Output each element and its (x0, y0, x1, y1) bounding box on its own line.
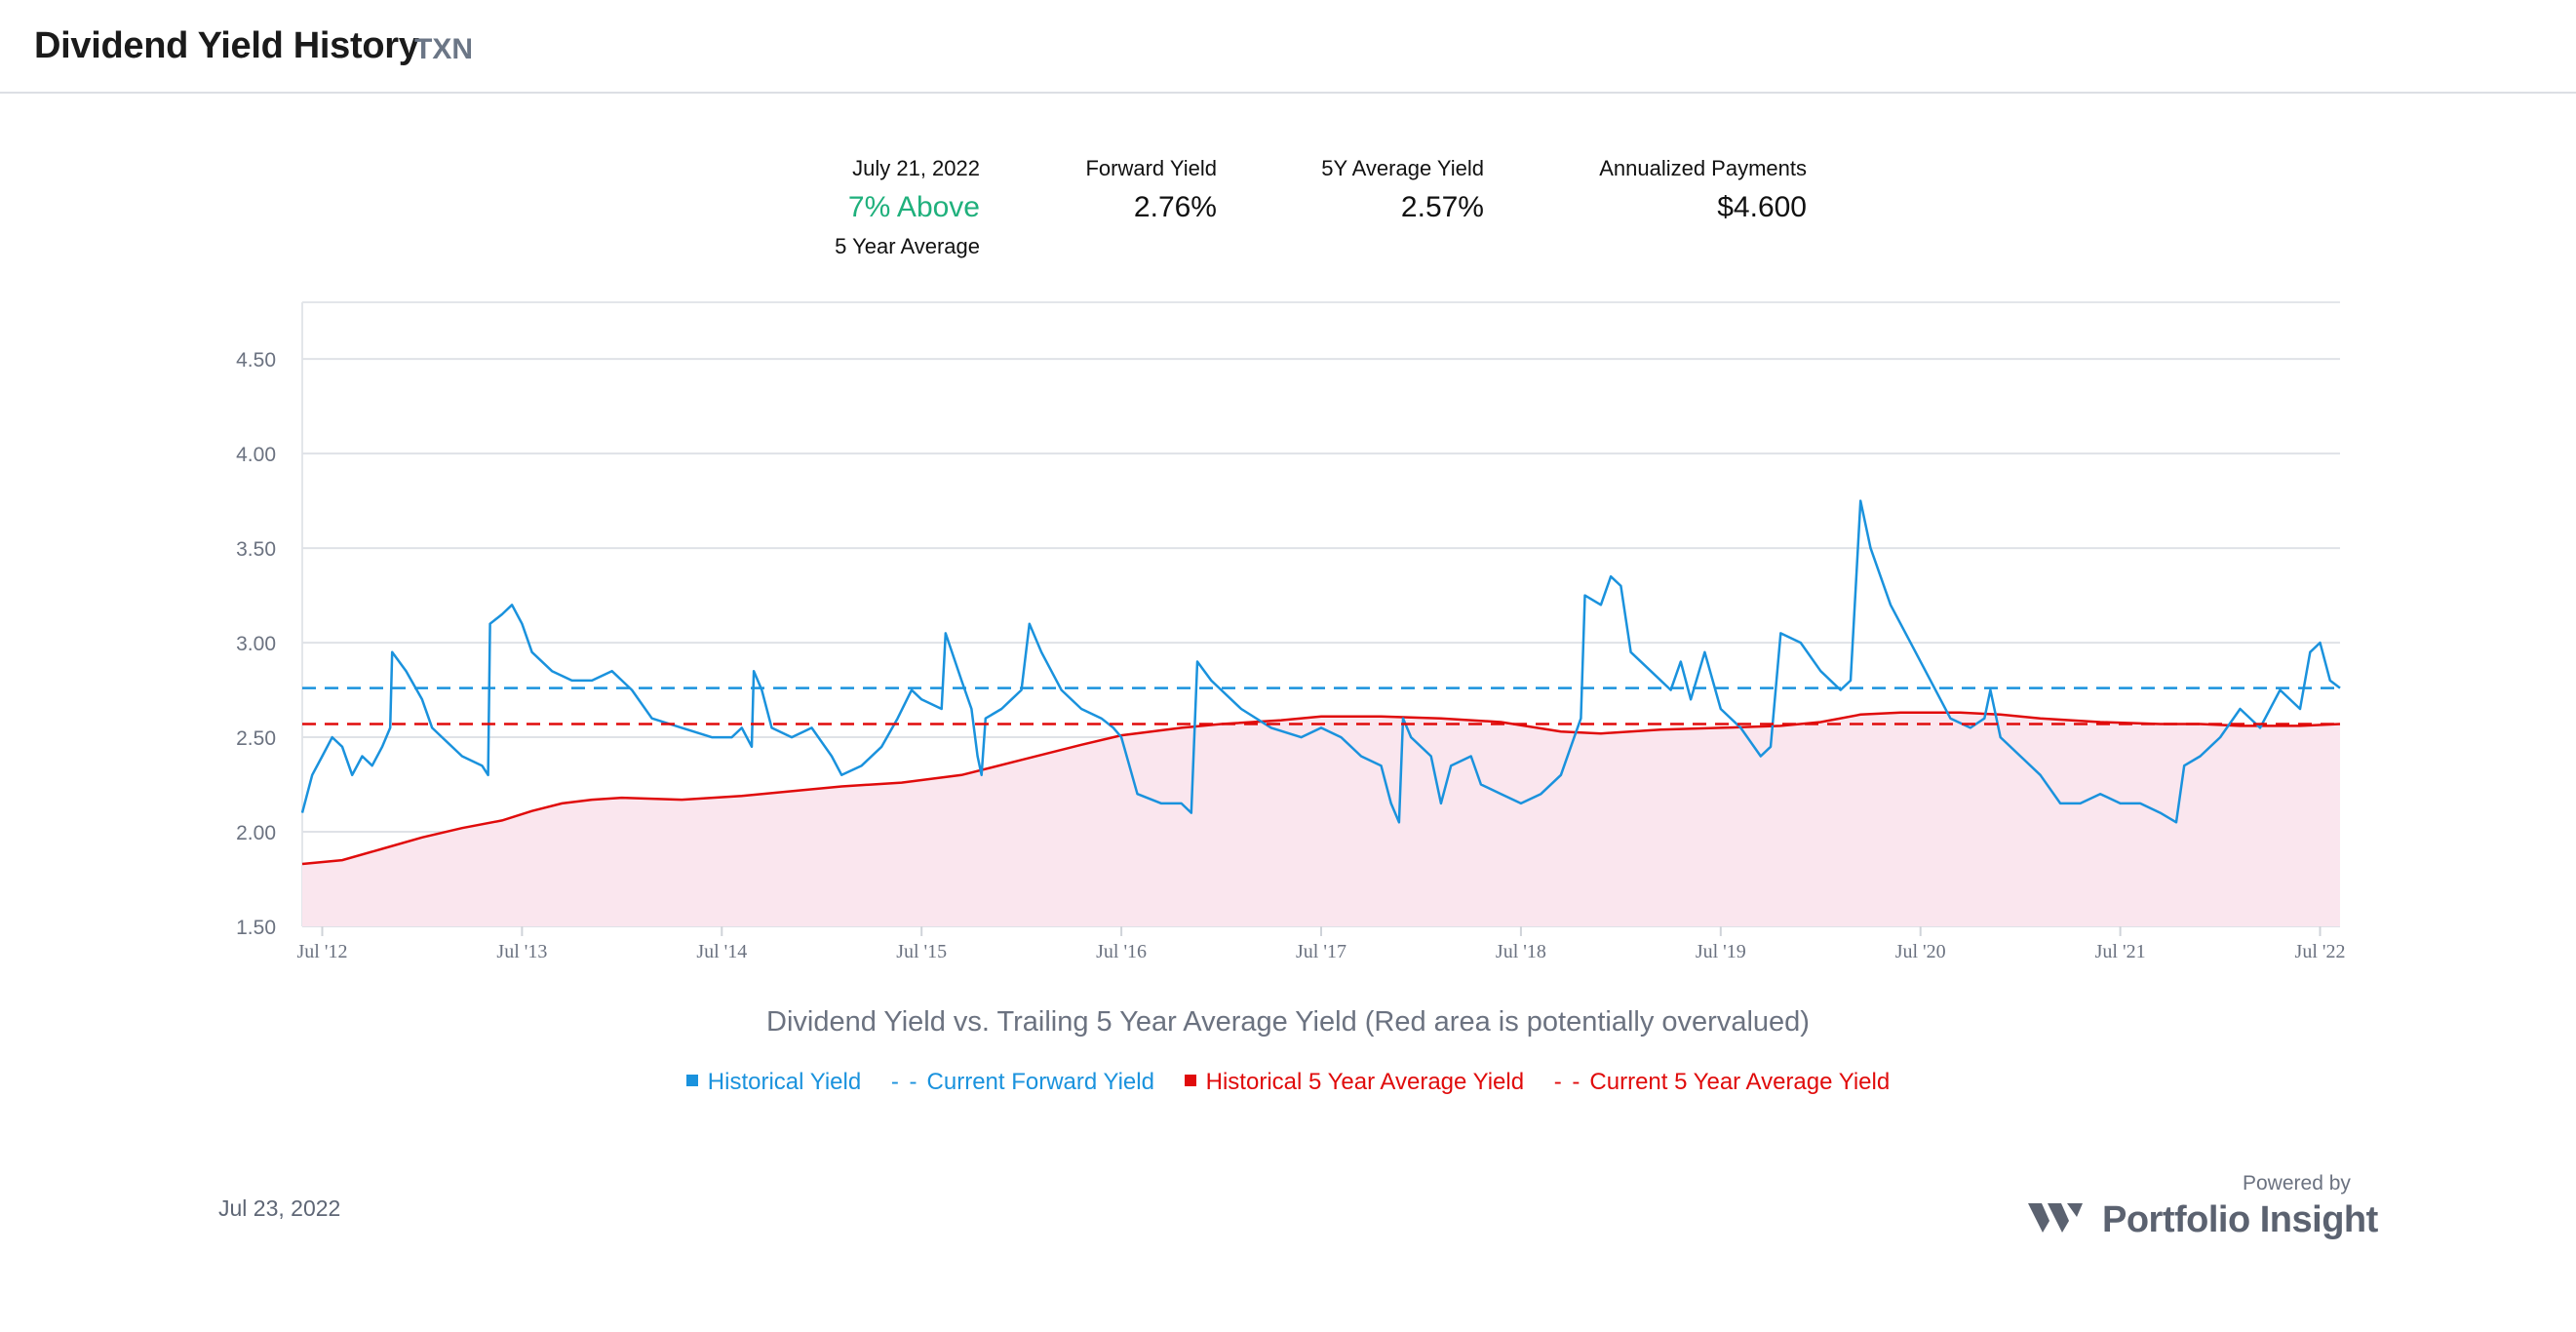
legend-square-icon (685, 1075, 698, 1086)
x-tick-label: Jul '14 (696, 941, 747, 962)
x-tick-label: Jul '15 (896, 941, 947, 962)
series-lines (300, 499, 2341, 866)
x-tick-label: Jul '22 (2295, 941, 2346, 962)
stat-average-yield-value: 2.57% (1400, 191, 1484, 223)
legend-dash-icon: - - (1553, 1069, 1582, 1095)
page-title: Dividend Yield History (34, 25, 419, 66)
x-tick-label: Jul '17 (1296, 941, 1347, 962)
reference-lines (302, 686, 2340, 725)
x-axis-ticks: Jul '12 Jul '13 Jul '14 Jul '15 Jul '16 Jul '… (297, 926, 2346, 962)
y-tick-label: 2.00 (236, 822, 276, 844)
y-axis-ticks: 1.50 2.00 2.50 3.00 3.50 4.00 4.50 (236, 349, 276, 939)
average-yield-line (301, 711, 2341, 866)
chart-caption: Dividend Yield vs. Trailing 5 Year Avera… (766, 1006, 1810, 1038)
stat-payments-value: $4.600 (1717, 191, 1807, 223)
ticker-symbol: TXN (414, 33, 473, 65)
stat-relative: July 21, 2022 7% Above 5 Year Average (683, 156, 980, 259)
yield-chart[interactable]: 1.502.002.503.003.504.004.50 Jul '12 Jul … (0, 283, 2576, 985)
stat-payments: Annualized Payments $4.600 (1531, 156, 1807, 224)
y-tick-label: 4.50 (236, 349, 276, 372)
y-tick-label: 1.50 (236, 917, 276, 939)
legend-label: Current 5 Year Average Yield (1589, 1069, 1891, 1095)
y-tick-label: 3.00 (236, 633, 276, 655)
brand-link[interactable]: Portfolio Insight (2028, 1199, 2378, 1242)
overvalued-area (302, 712, 2340, 926)
stat-date: July 21, 2022 (852, 156, 980, 180)
stat-average-yield-label: 5Y Average Yield (1321, 156, 1484, 180)
header-bar: Dividend Yield History TXN (0, 0, 2576, 94)
footer-date: Jul 23, 2022 (218, 1195, 341, 1221)
average-area (302, 712, 2340, 926)
legend-historical-average[interactable]: Historical 5 Year Average Yield (1184, 1069, 1525, 1096)
brand-name: Portfolio Insight (2102, 1199, 2378, 1240)
y-tick-label: 4.00 (236, 444, 276, 466)
x-tick-label: Jul '19 (1696, 941, 1746, 962)
x-tick-label: Jul '20 (1895, 941, 1946, 962)
portfolio-insight-logo-icon (2028, 1203, 2083, 1233)
chart-legend: Historical Yield - - Current Forward Yiel… (0, 1069, 2576, 1096)
legend-historical-yield[interactable]: Historical Yield (685, 1069, 862, 1096)
x-tick-label: Jul '18 (1496, 941, 1546, 962)
x-tick-label: Jul '21 (2095, 941, 2146, 962)
stat-relative-value: 7% Above (847, 191, 980, 223)
x-tick-label: Jul '16 (1096, 941, 1147, 962)
legend-label: Historical 5 Year Average Yield (1205, 1069, 1525, 1095)
stat-forward-yield-value: 2.76% (1133, 191, 1217, 223)
legend-dash-icon: - - (890, 1069, 919, 1095)
historical-yield-line (300, 499, 2341, 824)
y-tick-label: 3.50 (236, 538, 276, 561)
stat-relative-caption: 5 Year Average (835, 234, 980, 258)
legend-current-forward-yield[interactable]: - - Current Forward Yield (891, 1069, 1154, 1096)
legend-label: Current Forward Yield (926, 1069, 1154, 1095)
stat-forward-yield: Forward Yield 2.76% (1024, 156, 1217, 224)
legend-current-average[interactable]: - - Current 5 Year Average Yield (1554, 1069, 1890, 1096)
x-tick-label: Jul '13 (496, 941, 547, 962)
stat-payments-label: Annualized Payments (1599, 156, 1807, 180)
powered-by-label: Powered by (2243, 1172, 2351, 1195)
legend-label: Historical Yield (707, 1069, 862, 1095)
stat-forward-yield-label: Forward Yield (1085, 156, 1217, 180)
legend-square-icon (1184, 1075, 1196, 1086)
x-tick-label: Jul '12 (297, 941, 348, 962)
stat-average-yield: 5Y Average Yield 2.57% (1268, 156, 1484, 224)
y-tick-label: 2.50 (236, 727, 276, 750)
